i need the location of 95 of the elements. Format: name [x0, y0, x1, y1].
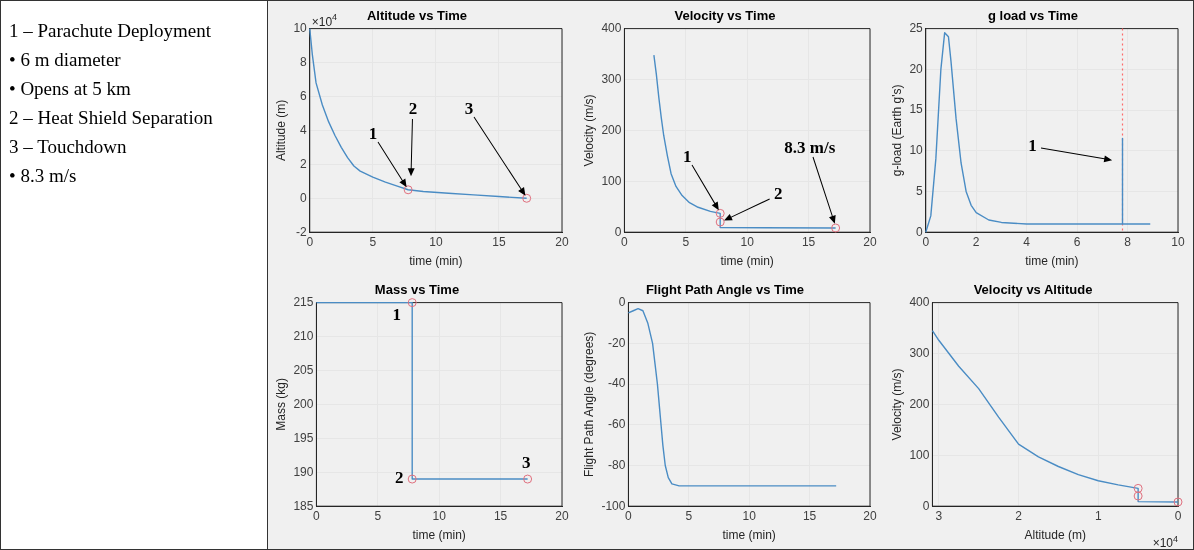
chart-title: Mass vs Time — [374, 282, 460, 298]
y-axis-title: Flight Path Angle (degrees) — [581, 331, 596, 478]
chart-title: Altitude vs Time — [366, 8, 468, 24]
y-tick-label: 0 — [922, 498, 930, 513]
x-axis-title: time (min) — [409, 254, 463, 269]
x-tick-label: 8 — [1124, 234, 1132, 249]
annotation: 1 — [683, 147, 692, 167]
y-tick-label: 100 — [909, 447, 930, 462]
x-tick-label: 10 — [742, 508, 757, 523]
y-tick-label: -40 — [608, 376, 626, 391]
annotation: 3 — [521, 453, 531, 473]
y-axis-title: Mass (kg) — [273, 378, 288, 431]
y-tick-label: 400 — [601, 20, 622, 35]
text: • 8.3 m/s — [9, 164, 78, 187]
annotation: 1 — [1028, 136, 1037, 156]
y-tick-label: 195 — [293, 430, 314, 445]
y-tick-label: 4 — [300, 122, 308, 137]
x-tick-label: 10 — [432, 508, 447, 523]
x-tick-label: 15 — [801, 234, 816, 249]
x-axis-title: time (min) — [720, 254, 774, 269]
x-tick-label: 4 — [1023, 234, 1031, 249]
x-tick-label: 1 — [1094, 508, 1102, 523]
x-tick-label: 5 — [369, 234, 377, 249]
y-tick-label: 190 — [293, 464, 314, 479]
y-tick-label: 15 — [909, 102, 924, 117]
x-tick-label: 0 — [1174, 508, 1182, 523]
y-tick-label: -100 — [601, 498, 626, 513]
annotation: 1 — [368, 123, 378, 143]
y-tick-label: 2 — [300, 156, 308, 171]
y-tick-label: 200 — [293, 396, 314, 411]
annotation: 2 — [773, 184, 783, 204]
y-tick-label: -2 — [296, 224, 308, 239]
x-axis-title: Altitude (m) — [1024, 528, 1086, 543]
x-tick-label: 5 — [682, 234, 690, 249]
y-tick-label: -20 — [608, 335, 626, 350]
x-tick-label: 20 — [555, 234, 569, 249]
x-tick-label: 15 — [802, 508, 817, 523]
annotation: 2 — [408, 99, 418, 119]
y-tick-label: 400 — [909, 294, 930, 309]
x-tick-label: 2 — [1015, 508, 1023, 523]
x-tick-label: 6 — [1073, 234, 1081, 249]
y-tick-label: 0 — [614, 224, 622, 239]
text: • Opens at 5 km — [9, 77, 132, 100]
y-axis-title: Velocity (m/s) — [581, 94, 596, 167]
y-tick-label: 0 — [916, 224, 924, 239]
x-axis-title: time (min) — [412, 528, 466, 543]
text: 1 – Parachute Deployment — [9, 19, 213, 42]
text: 2 – Heat Shield Separation — [9, 106, 214, 129]
x-tick-label: 20 — [863, 234, 877, 249]
y-tick-label: 10 — [909, 143, 924, 158]
x-tick-label: 10 — [740, 234, 755, 249]
x-tick-label: 5 — [374, 508, 382, 523]
y-axis-title: g-load (Earth g's) — [889, 84, 904, 177]
x-tick-label: 10 — [1171, 234, 1185, 249]
annotation: 3 — [464, 99, 474, 119]
x-tick-label: 2 — [972, 234, 980, 249]
y-tick-label: 8 — [300, 54, 308, 69]
annotation: 2 — [394, 467, 404, 487]
y-tick-label: 0 — [618, 294, 626, 309]
y-tick-label: 185 — [293, 498, 314, 513]
y-tick-label: 200 — [909, 396, 930, 411]
x-tick-label: 5 — [685, 508, 693, 523]
y-tick-label: 300 — [601, 71, 622, 86]
y-tick-label: 210 — [293, 328, 314, 343]
y-axis-title: Altitude (m) — [273, 99, 288, 162]
x-axis-title: time (min) — [1025, 254, 1079, 269]
y-tick-label: -60 — [608, 417, 626, 432]
text: • 6 m diameter — [9, 48, 122, 71]
x-tick-label: 15 — [492, 234, 506, 249]
y-axis-title: Velocity (m/s) — [889, 368, 904, 441]
y-tick-label: 6 — [300, 88, 308, 103]
y-tick-label: 10 — [293, 20, 308, 35]
y-tick-label: 200 — [601, 122, 622, 137]
x-tick-label: 10 — [429, 234, 443, 249]
y-tick-label: -80 — [608, 457, 626, 472]
y-tick-label: 20 — [909, 61, 924, 76]
chart-title: Velocity vs Time — [674, 8, 776, 24]
x-tick-label: 15 — [493, 508, 508, 523]
y-tick-label: 300 — [909, 345, 930, 360]
x-axis-title: time (min) — [722, 528, 776, 543]
text: 3 – Touchdown — [9, 135, 128, 158]
chart-title: g load vs Time — [987, 8, 1079, 24]
y-tick-label: 205 — [293, 362, 314, 377]
x-tick-label: 20 — [863, 508, 877, 523]
x-tick-label: 3 — [935, 508, 943, 523]
y-tick-label: 5 — [916, 183, 924, 198]
annotation: 8.3 m/s — [784, 138, 836, 158]
y-tick-label: 25 — [909, 20, 924, 35]
y-tick-label: 215 — [293, 294, 314, 309]
chart-title: Flight Path Angle vs Time — [645, 282, 805, 298]
x-tick-label: 20 — [555, 508, 569, 523]
annotation: 1 — [392, 305, 401, 325]
y-tick-label: 0 — [300, 190, 308, 205]
chart-title: Velocity vs Altitude — [973, 282, 1093, 298]
y-tick-label: 100 — [601, 173, 622, 188]
